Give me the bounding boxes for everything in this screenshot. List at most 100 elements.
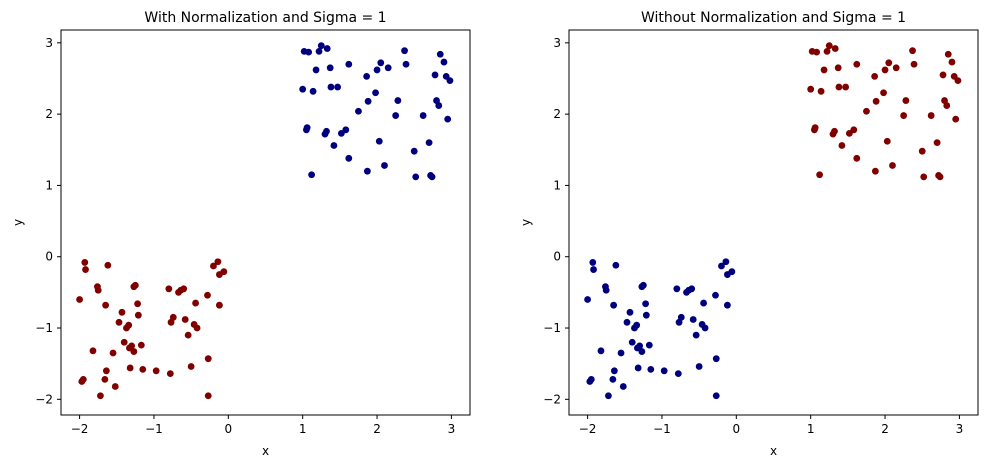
left-y-tick-label: 2 [45,107,53,121]
left-series-1-point [323,45,331,52]
left-x-tick-label: 3 [448,422,456,436]
left-series-1-point [364,97,372,105]
left-series-1-point [345,60,353,68]
left-series-0-point [210,262,217,270]
left-series-0-point [184,331,192,339]
right-series-1-point [933,139,941,147]
right-series-1-point [910,60,918,68]
left-series-1-point [435,102,443,109]
right-series-0-point [634,364,642,372]
left-series-0-point [101,375,109,383]
left-series-1-point [312,66,320,74]
left-series-1-point [410,147,418,155]
left-series-1-point [308,171,316,179]
left-series-0-point [220,268,228,276]
left-y-tick-label: 3 [45,36,53,50]
right-series-0-point [612,261,620,269]
right-series-1-point [885,59,893,67]
right-series-0-point [660,367,668,375]
right-series-1-point [952,115,960,123]
right-series-0-point [623,318,631,326]
left-x-tick-label: 1 [299,422,307,436]
right-scatter-panel: Without Normalization and Sigma = 1 x y … [519,10,979,458]
left-series-0-point [166,370,174,378]
right-series-0-point [712,392,720,400]
left-series-0-point [104,261,112,269]
left-series-1-point [446,77,454,85]
left-series-1-point [373,66,381,74]
left-series-1-point [381,162,388,169]
left-series-1-point [428,173,436,181]
right-series-1-point [920,173,928,181]
left-series-1-point [299,85,307,93]
left-series-0-point [131,281,139,289]
left-series-1-point [440,58,448,66]
right-series-0-point [701,324,709,332]
right-series-0-point [677,313,685,321]
right-y-tick-label: 3 [553,36,561,50]
right-y-tick-label: −1 [543,321,561,335]
right-y-tick-label: 2 [553,107,561,121]
right-series-0-point [712,355,720,363]
left-series-1-point [392,112,400,119]
right-series-0-point [647,365,655,373]
right-series-0-point [642,300,649,308]
right-chart-title: Without Normalization and Sigma = 1 [641,10,906,26]
left-series-0-point [204,355,212,363]
right-series-0-point [602,286,610,294]
right-series-1-point [835,83,843,91]
right-series-1-point [842,83,850,91]
left-series-1-point [419,112,427,119]
left-series-0-point [120,338,128,346]
left-series-1-point [425,139,433,147]
left-series-0-point [126,364,134,372]
left-series-0-point [111,383,119,390]
right-series-0-point [636,342,644,350]
left-series-0-point [204,392,212,400]
left-series-1-point [334,83,342,91]
left-series-1-point [401,47,408,55]
right-series-1-point [918,147,926,155]
right-series-0-point [619,383,627,390]
right-series-1-point [831,45,839,52]
left-series-0-point [134,311,142,319]
left-series-0-point [89,347,97,355]
left-plot-frame [60,29,471,416]
right-series-1-point [871,167,879,175]
left-series-0-point [192,299,199,307]
left-series-1-point [444,115,452,123]
right-series-1-point [927,112,935,119]
left-series-0-point [169,313,177,321]
left-series-0-point [180,285,188,293]
right-series-0-point [628,338,636,346]
right-x-tick-label: 3 [956,422,964,436]
left-series-1-point [330,142,338,149]
left-x-axis-label: x [262,444,269,458]
right-series-0-point [688,285,696,293]
right-series-1-point [892,64,900,72]
left-series-0-point [115,318,123,326]
left-series-1-point [431,71,439,79]
right-series-0-point [610,367,618,375]
right-series-1-point [909,47,916,55]
left-series-0-point [139,365,147,373]
left-series-0-point [204,291,211,299]
right-series-0-point [674,370,682,378]
left-series-0-point [193,324,201,332]
right-series-1-point [902,97,910,104]
right-series-1-point [880,89,887,97]
right-series-0-point [597,347,605,355]
left-x-tick-label: 0 [224,422,232,436]
left-series-0-point [137,341,145,349]
left-series-0-point [130,348,138,355]
right-series-0-point [692,331,700,339]
right-series-0-point [645,341,653,349]
left-series-1-point [305,48,313,56]
left-axis-ticks: −2 −1 0 1 2 3 −2 −1 0 1 2 3 [35,36,455,436]
right-y-tick-label: 0 [553,250,561,264]
left-series-0-point [181,316,189,323]
right-series-0-point [609,375,617,383]
right-series-0-point [589,259,597,266]
right-series-1-point [816,171,824,179]
left-series-1-point [355,107,362,115]
